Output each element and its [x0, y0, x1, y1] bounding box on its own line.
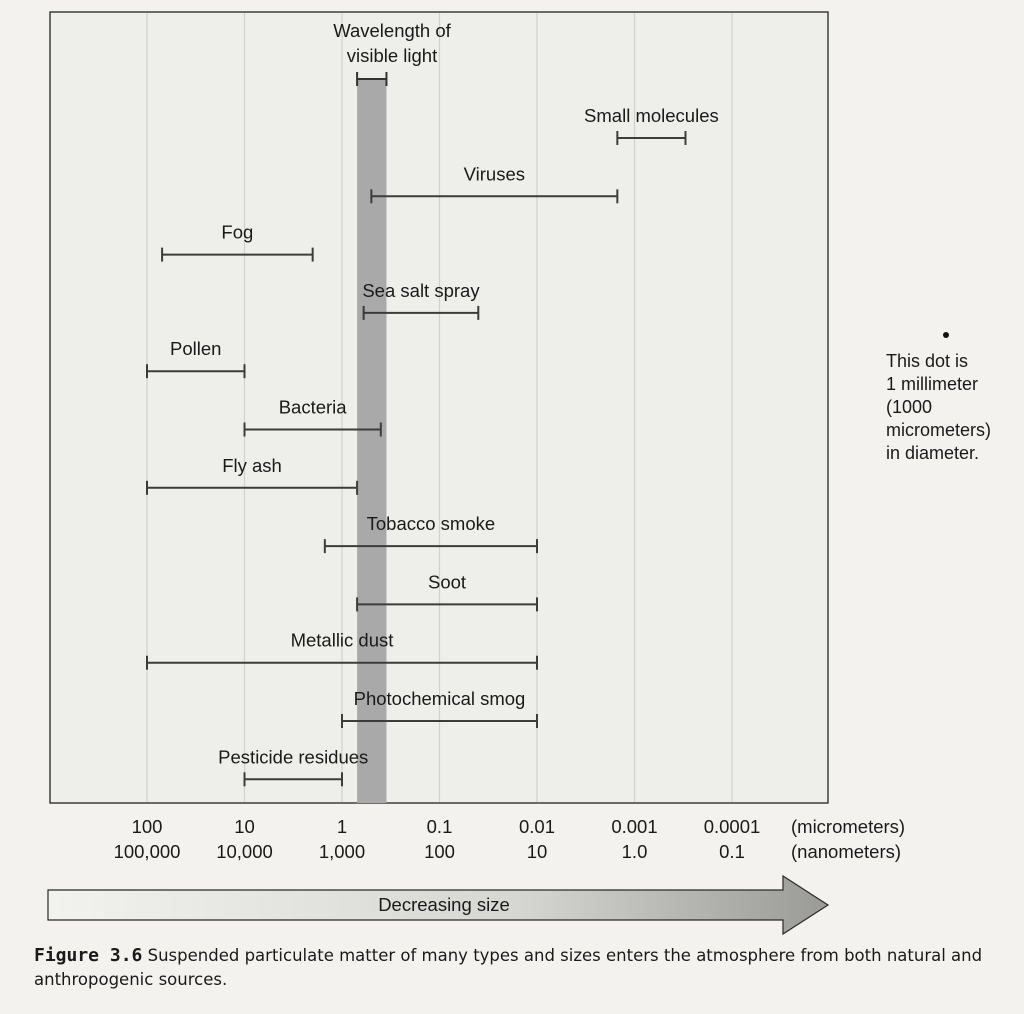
- range-pesticide-residues: Pesticide residues: [218, 746, 368, 787]
- range-fly-ash: Fly ash: [146, 455, 359, 495]
- range-label: Small molecules: [584, 105, 719, 126]
- unit-label-nanometers: (nanometers): [791, 841, 901, 862]
- visible-light-label-line2: visible light: [347, 45, 438, 66]
- dot-note-line: (1000: [886, 397, 933, 417]
- tick-label-nanometers: 100: [424, 841, 455, 862]
- range-tobacco-smoke: Tobacco smoke: [323, 513, 538, 554]
- tick-label-nanometers: 0.1: [719, 841, 745, 862]
- range-small-molecules: Small molecules: [584, 105, 719, 145]
- range-viruses: Viruses: [370, 163, 619, 204]
- tick-label-micrometers: 0.001: [611, 816, 657, 837]
- range-label: Soot: [428, 571, 466, 592]
- range-label: Metallic dust: [291, 630, 394, 651]
- arrow-label: Decreasing size: [378, 894, 510, 915]
- dot-note-line: This dot is: [886, 351, 969, 371]
- tick-label-nanometers: 1.0: [622, 841, 648, 862]
- tick-label-nanometers: 1,000: [319, 841, 365, 862]
- tick-label-micrometers: 0.0001: [704, 816, 761, 837]
- dot-note: This dot is 1 millimeter (1000 micromete…: [886, 350, 1021, 465]
- tick-label-nanometers: 10,000: [216, 841, 273, 862]
- range-label: Viruses: [464, 163, 525, 184]
- tick-label-micrometers: 1: [337, 816, 347, 837]
- dot-note-line: 1 millimeter: [886, 374, 979, 394]
- tick-label-micrometers: 10: [234, 816, 255, 837]
- particle-ranges: Small molecules Viruses Fog Sea salt spray P…: [146, 105, 719, 787]
- one-millimeter-dot: [943, 332, 949, 338]
- range-fog: Fog: [161, 222, 314, 262]
- range-label: Sea salt spray: [362, 280, 480, 301]
- figure-caption: Figure 3.6 Suspended particulate matter …: [34, 944, 1019, 992]
- range-label: Fog: [221, 222, 253, 243]
- caption-text: Suspended particulate matter of many typ…: [34, 946, 983, 989]
- range-pollen: Pollen: [146, 338, 246, 379]
- dot-note-line: in diameter.: [886, 443, 980, 463]
- range-photochemical-smog: Photochemical smog: [341, 688, 538, 728]
- visible-light-label-line1: Wavelength of: [333, 20, 451, 41]
- range-bacteria: Bacteria: [243, 397, 382, 437]
- unit-label-micrometers: (micrometers): [791, 816, 905, 837]
- tick-label-micrometers: 0.01: [519, 816, 555, 837]
- tick-label-micrometers: 0.1: [427, 816, 453, 837]
- decreasing-size-arrow: [47, 874, 830, 936]
- range-label: Pesticide residues: [218, 746, 368, 767]
- range-label: Pollen: [170, 338, 221, 359]
- tick-label-micrometers: 100: [132, 816, 163, 837]
- range-label: Tobacco smoke: [367, 513, 496, 534]
- tick-label-nanometers: 100,000: [114, 841, 181, 862]
- x-axis-tick-labels: 100 100,000 10 10,000 1 1,000 0.1 100 0.01 10 0.00…: [114, 816, 761, 862]
- range-metallic-dust: Metallic dust: [146, 630, 538, 670]
- range-label: Fly ash: [222, 455, 282, 476]
- range-soot: Soot: [356, 571, 538, 612]
- particle-size-chart: Wavelength of visible light Small molecu…: [47, 11, 949, 936]
- range-label: Bacteria: [279, 397, 348, 418]
- range-sea-salt-spray: Sea salt spray: [362, 280, 480, 320]
- tick-label-nanometers: 10: [527, 841, 548, 862]
- range-label: Photochemical smog: [354, 688, 526, 709]
- gridlines: [146, 13, 733, 802]
- visible-light-bracket: [356, 72, 388, 86]
- dot-note-line: micrometers): [886, 420, 992, 440]
- figure-label: Figure 3.6: [34, 945, 143, 966]
